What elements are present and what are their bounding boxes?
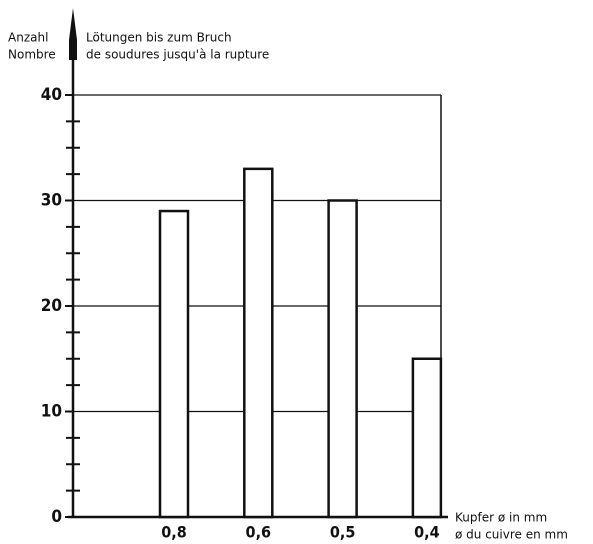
x-tick-label: 0,6 [246, 523, 272, 542]
y-tick-label: 40 [41, 85, 62, 105]
x-label: ø du cuivre en mm [455, 528, 568, 542]
x-tick-label: 0,5 [330, 523, 356, 542]
bar [411, 357, 443, 519]
bar [327, 199, 358, 519]
bar [158, 209, 190, 519]
y-label-right: Lötungen bis zum Bruch [86, 31, 232, 45]
axis-arrow [69, 8, 77, 60]
y-label-right: de soudures jusqu'à la rupture [86, 48, 269, 62]
y-label-left: Nombre [8, 48, 56, 62]
x-tick-label: 0,8 [161, 523, 187, 542]
bar [243, 167, 274, 519]
y-label-left: Anzahl [8, 31, 48, 45]
y-tick-label: 30 [41, 191, 62, 211]
y-tick-label: 10 [41, 402, 62, 422]
x-label: Kupfer ø in mm [455, 511, 547, 525]
y-tick-label: 20 [41, 296, 62, 316]
x-tick-label: 0,4 [414, 523, 440, 542]
y-tick-label: 0 [51, 507, 62, 527]
